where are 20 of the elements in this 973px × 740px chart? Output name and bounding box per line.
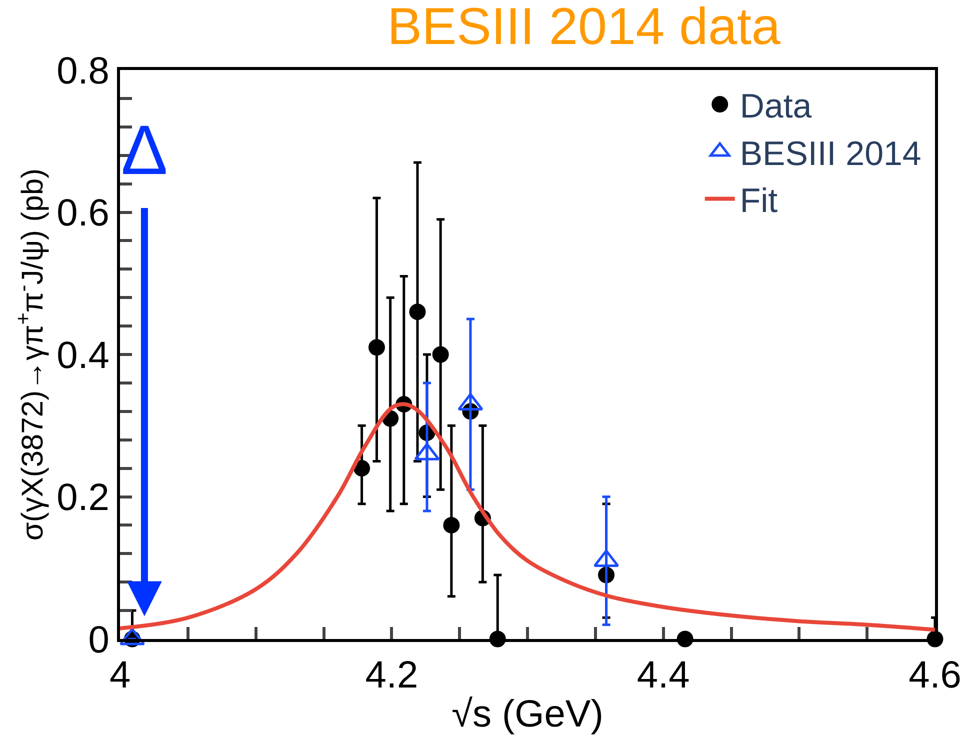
y-tick-label: 0.8 [56, 50, 110, 92]
legend-label: Data [740, 88, 812, 126]
x-tick-label: 4 [109, 654, 131, 697]
x-tick-label: 4.2 [365, 654, 418, 697]
chart-title: BESIII 2014 data [387, 0, 780, 56]
legend-label: Fit [740, 182, 778, 220]
point [443, 516, 460, 534]
point [409, 304, 426, 320]
point [432, 346, 449, 363]
legend-label: BESIII 2014 [740, 134, 922, 173]
y-tick-label: 0.2 [56, 477, 110, 520]
x-tick-label: 4.4 [636, 654, 690, 697]
y-tick-label: 0.4 [56, 334, 110, 377]
point [354, 460, 370, 477]
x-axis-title: √s (GeV) [452, 694, 604, 736]
y-tick-label: 0 [88, 619, 110, 662]
x-tick-label: 4.6 [908, 654, 962, 697]
annotation: Δ [121, 111, 168, 189]
y-tick-label: 0.6 [56, 192, 110, 235]
point [368, 339, 385, 356]
